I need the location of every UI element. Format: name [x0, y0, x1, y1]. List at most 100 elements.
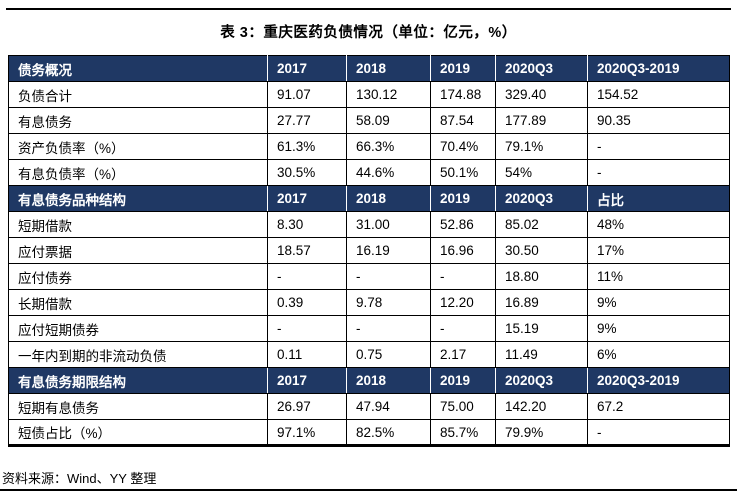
row-label-cell: 短债占比（%） — [8, 419, 268, 447]
section-title-cell: 有息债务期限结构 — [8, 367, 268, 394]
column-header-cell: 2020Q3-2019 — [587, 367, 730, 394]
value-cell: 2.17 — [430, 341, 496, 368]
table-row: 负债合计 91.07 130.12 174.88 329.40 154.52 — [8, 81, 730, 108]
row-label-cell: 应付短期债券 — [8, 315, 268, 342]
value-cell: - — [587, 419, 730, 447]
value-cell: 85.7% — [430, 419, 496, 447]
value-cell: 8.30 — [267, 211, 347, 238]
value-cell: 52.86 — [430, 211, 496, 238]
row-label-cell: 应付票据 — [8, 237, 268, 264]
row-label-cell: 资产负债率（%） — [8, 133, 268, 160]
value-cell: 9% — [587, 315, 730, 342]
value-cell: 177.89 — [495, 107, 588, 134]
value-cell: 90.35 — [587, 107, 730, 134]
column-header-cell: 2018 — [346, 367, 431, 394]
source-note: 资料来源：Wind、YY 整理 — [2, 471, 157, 486]
value-cell: 11% — [587, 263, 730, 290]
column-header-cell: 2019 — [430, 55, 496, 82]
value-cell: 31.00 — [346, 211, 431, 238]
row-label-cell: 负债合计 — [8, 81, 268, 108]
debt-table-body: 债务概况 2017 2018 2019 2020Q3 2020Q3-2019 负债合计 91.… — [8, 55, 730, 447]
row-label-cell: 短期借款 — [8, 211, 268, 238]
value-cell: 18.80 — [495, 263, 588, 290]
column-header-cell: 2019 — [430, 367, 496, 394]
column-header-cell: 2020Q3 — [495, 367, 588, 394]
column-header-cell: 2020Q3-2019 — [587, 55, 730, 82]
value-cell: 9.78 — [346, 289, 431, 316]
value-cell: 18.57 — [267, 237, 347, 264]
value-cell: - — [346, 315, 431, 342]
row-label-cell: 有息负债率（%） — [8, 159, 268, 186]
column-header-cell: 2018 — [346, 55, 431, 82]
value-cell: 66.3% — [346, 133, 431, 160]
column-header-cell: 2017 — [267, 55, 347, 82]
value-cell: 130.12 — [346, 81, 431, 108]
value-cell: 50.1% — [430, 159, 496, 186]
row-label-cell: 长期借款 — [8, 289, 268, 316]
table-row: 应付债券 - - -18.80 11% — [8, 263, 730, 290]
value-cell: 85.02 — [495, 211, 588, 238]
value-cell: 47.94 — [346, 393, 431, 420]
table-row: 资产负债率（%） 61.3% 66.3% 70.4% 79.1% - — [8, 133, 730, 160]
value-cell: 26.97 — [267, 393, 347, 420]
value-cell: 67.2 — [587, 393, 730, 420]
value-cell: 9% — [587, 289, 730, 316]
value-cell: 0.75 — [346, 341, 431, 368]
section-header-row: 有息债务期限结构 2017 2018 2019 2020Q3 2020Q3-2019 — [8, 367, 730, 394]
value-cell: - — [346, 263, 431, 290]
bottom-divider — [0, 489, 737, 491]
section-header-row: 债务概况 2017 2018 2019 2020Q3 2020Q3-2019 — [8, 55, 730, 82]
table-row: 短债占比（%） 97.1% 82.5% 85.7% 79.9% - — [8, 419, 730, 447]
value-cell: 79.9% — [495, 419, 588, 447]
table-row: 有息债务 27.77 58.09 87.54 177.89 90.35 — [8, 107, 730, 134]
value-cell: 6% — [587, 341, 730, 368]
column-header-cell: 2020Q3 — [495, 185, 588, 212]
value-cell: 44.6% — [346, 159, 431, 186]
column-header-cell: 2017 — [267, 185, 347, 212]
value-cell: 16.96 — [430, 237, 496, 264]
section-header-row: 有息债务品种结构 2017 2018 2019 2020Q3 占比 — [8, 185, 730, 212]
section-title-cell: 有息债务品种结构 — [8, 185, 268, 212]
top-divider — [6, 8, 731, 10]
row-label-cell: 应付债券 — [8, 263, 268, 290]
table-row: 应付票据 18.57 16.19 16.96 30.50 17% — [8, 237, 730, 264]
value-cell: 61.3% — [267, 133, 347, 160]
row-label-cell: 一年内到期的非流动负债 — [8, 341, 268, 368]
row-label-cell: 短期有息债务 — [8, 393, 268, 420]
table-title: 表 3：重庆医药负债情况（单位：亿元，%） — [220, 25, 517, 41]
value-cell: 48% — [587, 211, 730, 238]
value-cell: 0.39 — [267, 289, 347, 316]
value-cell: 70.4% — [430, 133, 496, 160]
section-title-cell: 债务概况 — [8, 55, 268, 82]
value-cell: - — [267, 315, 347, 342]
column-header-cell: 占比 — [587, 185, 730, 212]
value-cell: 30.50 — [495, 237, 588, 264]
value-cell: 54% — [495, 159, 588, 186]
value-cell: 30.5% — [267, 159, 347, 186]
value-cell: 329.40 — [495, 81, 588, 108]
value-cell: 75.00 — [430, 393, 496, 420]
value-cell: 79.1% — [495, 133, 588, 160]
column-header-cell: 2018 — [346, 185, 431, 212]
table-row: 有息负债率（%） 30.5% 44.6% 50.1% 54% - — [8, 159, 730, 186]
column-header-cell: 2020Q3 — [495, 55, 588, 82]
value-cell: 174.88 — [430, 81, 496, 108]
value-cell: 12.20 — [430, 289, 496, 316]
value-cell: 16.89 — [495, 289, 588, 316]
table-row: 一年内到期的非流动负债 0.11 0.75 2.17 11.49 6% — [8, 341, 730, 368]
value-cell: - — [587, 159, 730, 186]
value-cell: 142.20 — [495, 393, 588, 420]
value-cell: - — [430, 263, 496, 290]
value-cell: - — [430, 315, 496, 342]
column-header-cell: 2019 — [430, 185, 496, 212]
value-cell: - — [587, 133, 730, 160]
value-cell: - — [267, 263, 347, 290]
value-cell: 91.07 — [267, 81, 347, 108]
value-cell: 17% — [587, 237, 730, 264]
row-label-cell: 有息债务 — [8, 107, 268, 134]
value-cell: 82.5% — [346, 419, 431, 447]
value-cell: 16.19 — [346, 237, 431, 264]
table-row: 长期借款 0.39 9.78 12.20 16.89 9% — [8, 289, 730, 316]
table-row: 短期借款 8.30 31.00 52.86 85.02 48% — [8, 211, 730, 238]
value-cell: 87.54 — [430, 107, 496, 134]
